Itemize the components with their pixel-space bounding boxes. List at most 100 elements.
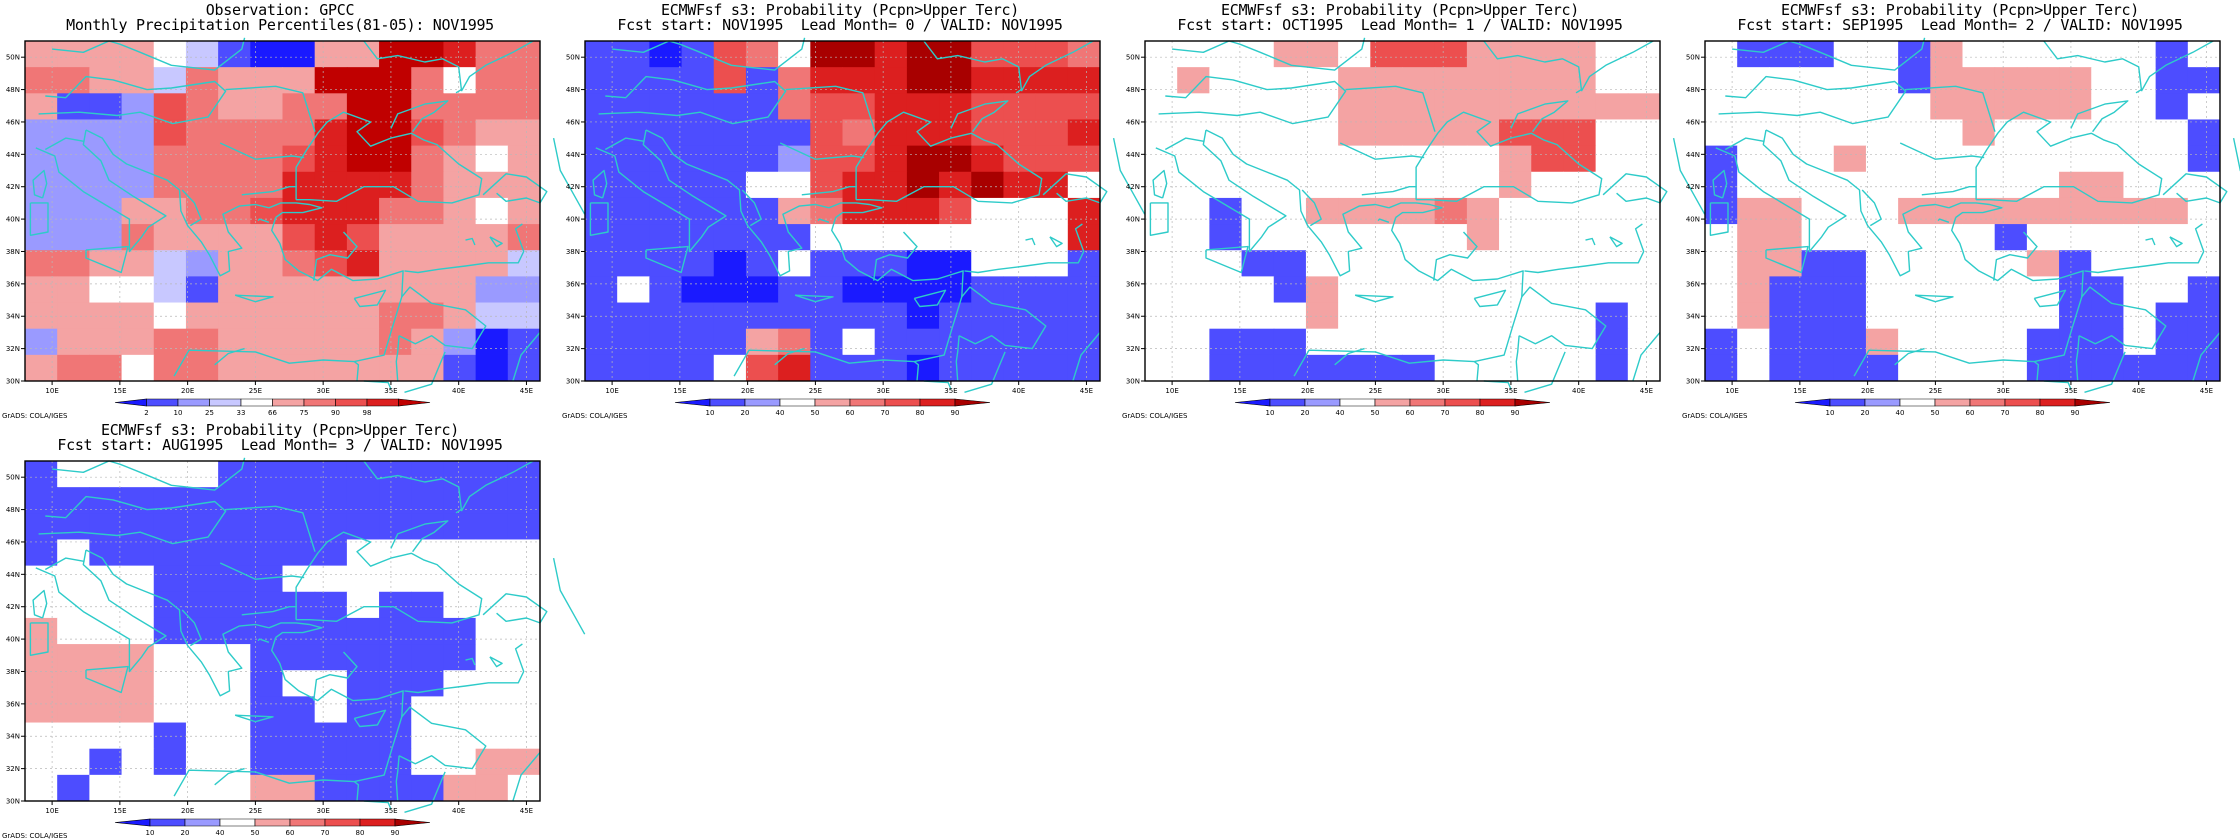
coastline <box>173 637 404 797</box>
coastline <box>1155 129 1287 253</box>
lat-label: 48N <box>6 86 20 94</box>
grid-cell <box>314 302 348 330</box>
coastline <box>1433 231 1478 281</box>
scale-label: 10 <box>174 409 183 417</box>
grid-cell <box>2155 119 2189 147</box>
coastline <box>913 361 920 382</box>
grid-cell <box>411 748 444 776</box>
grid-cell <box>411 539 444 567</box>
grid-cell <box>1177 328 1210 356</box>
grid-cell <box>346 539 380 567</box>
graticule <box>1145 41 1660 381</box>
grid-cell <box>2091 328 2124 356</box>
coastline <box>1205 245 1249 274</box>
grid-cell <box>1737 171 1770 199</box>
scale-label: 40 <box>216 829 225 837</box>
coastline <box>1672 137 1706 215</box>
grid-cell <box>874 197 908 225</box>
coastline <box>801 186 857 196</box>
lat-label: 48N <box>566 86 580 94</box>
grid-cell <box>1833 328 1867 356</box>
grid-cell <box>1305 224 1339 251</box>
grid-cell <box>681 250 715 277</box>
lon-label: 25E <box>249 387 262 395</box>
grid-cell <box>314 617 348 645</box>
coastline <box>295 531 483 624</box>
lat-label: 38N <box>566 248 580 256</box>
grid-cell <box>1434 93 1468 120</box>
grid-cell <box>185 224 219 251</box>
coastline <box>817 218 830 223</box>
grid-cell <box>1898 119 1931 147</box>
grid-cell <box>1563 328 1597 356</box>
grid-cell <box>1930 119 1963 147</box>
grid-cell <box>153 774 187 802</box>
scale-segment <box>324 818 361 827</box>
grid-cell <box>218 513 251 540</box>
grid-cell <box>507 670 541 697</box>
grads-credit: GrADS: COLA/IGES <box>2 412 68 420</box>
grid-cell <box>1338 354 1371 382</box>
scale-label: 90 <box>391 829 400 837</box>
grid-cell <box>1402 224 1436 251</box>
grid-cell <box>153 539 187 567</box>
grid-cell <box>1705 250 1738 277</box>
grid-cell <box>25 276 58 304</box>
lon-label: 45E <box>1640 387 1653 395</box>
grid-cell <box>2187 41 2221 68</box>
grid-cell <box>121 591 155 619</box>
lat-label: 46N <box>566 118 580 126</box>
grid-cell <box>411 644 444 671</box>
grid-cell <box>874 354 908 382</box>
grid-cell <box>25 774 58 802</box>
coastline <box>923 40 1023 94</box>
grid-cell <box>1209 119 1243 147</box>
grid-cell <box>1035 276 1069 304</box>
grid-cell <box>57 302 90 330</box>
grid-cell <box>218 119 251 147</box>
grid-cell <box>282 41 316 68</box>
coastline <box>2192 331 2221 382</box>
coastline <box>29 622 49 656</box>
grid-cell <box>810 224 843 251</box>
lon-label: 35E <box>384 387 397 395</box>
grid-cell <box>681 276 715 304</box>
map-frame <box>24 40 541 382</box>
scale-segment <box>366 398 399 407</box>
panel-title-line1: ECMWFsf s3: Probability (Pcpn>Upper Terc… <box>1221 1 1579 19</box>
grid-cell <box>585 171 618 199</box>
grid-cell <box>1035 145 1069 173</box>
grid-cell <box>1338 197 1371 225</box>
scale-segment <box>254 818 291 827</box>
grid-cell <box>939 93 972 120</box>
grid-cell <box>2123 224 2157 251</box>
grid-cell <box>1067 171 1101 199</box>
grid-cell <box>585 302 618 330</box>
map-lead2: 10E 15E 20E 25E 30E 35E 40E 45E 30N 32N 34N 36N 38N 4… <box>1682 37 2240 420</box>
grid-cell <box>810 197 843 225</box>
map-frame <box>24 460 541 802</box>
grid-cell <box>2059 250 2092 277</box>
scale-segment <box>2074 398 2111 407</box>
grid-cell <box>1563 171 1597 199</box>
grid-cell <box>1466 119 1500 147</box>
grid-cell <box>1273 93 1307 120</box>
grid-cell <box>1499 145 1532 173</box>
lat-label: 50N <box>566 54 580 62</box>
grid-cell <box>585 276 618 304</box>
grid-cell <box>1595 354 1629 382</box>
grid-cell <box>1273 119 1307 147</box>
grid-cell <box>1627 197 1661 225</box>
scale-label: 60 <box>1966 409 1975 417</box>
grid-cell <box>1273 145 1307 173</box>
grid-cell <box>89 302 123 330</box>
map-lead0: 10E 15E 20E 25E 30E 35E 40E 45E 30N 32N 34N 36N 38N 4… <box>562 37 1146 420</box>
coastline <box>395 755 400 802</box>
grid-cell <box>971 276 1004 304</box>
lon-label: 25E <box>1929 387 1942 395</box>
grid-cell <box>89 774 123 802</box>
lat-label: 46N <box>6 538 20 546</box>
coastline <box>873 231 918 281</box>
grid-cell <box>411 565 444 593</box>
grid-cell <box>89 644 123 671</box>
